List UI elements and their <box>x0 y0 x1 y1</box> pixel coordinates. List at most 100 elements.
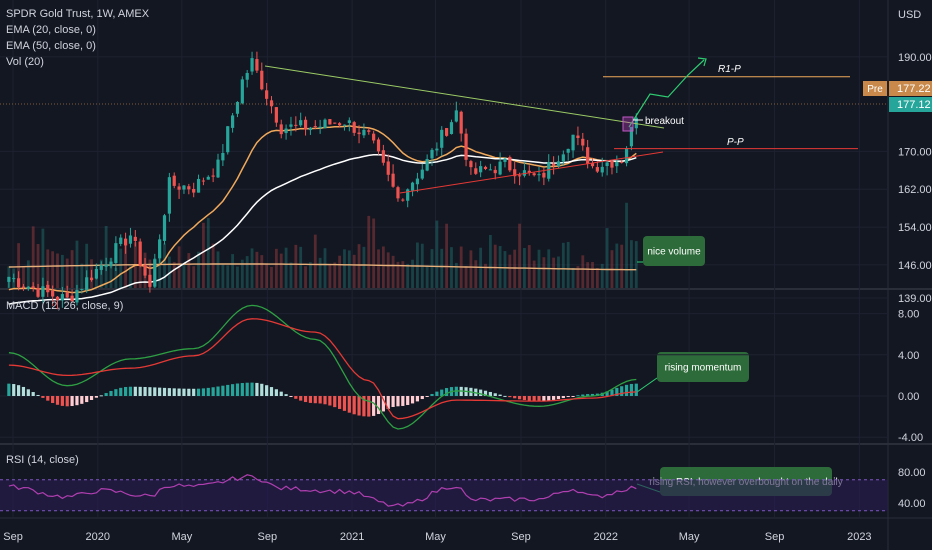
volume-bar <box>304 266 307 288</box>
macd-histogram-bar <box>376 396 381 415</box>
macd-histogram-bar <box>556 396 561 400</box>
volume-bar <box>440 248 444 288</box>
volume-bar <box>391 255 395 288</box>
volume-bar <box>309 262 312 288</box>
pre-tag-label: Pre <box>867 84 883 95</box>
candle-body <box>260 70 264 90</box>
candle-body <box>590 163 595 167</box>
candle-body <box>192 189 196 193</box>
volume-bar <box>464 266 468 288</box>
macd-title[interactable]: MACD (12, 26, close, 9) <box>6 300 124 312</box>
macd-histogram-bar <box>420 396 424 400</box>
macd-histogram-bar <box>70 396 74 407</box>
candle-body <box>133 236 137 241</box>
volume-bar <box>182 264 186 288</box>
candle-body <box>211 175 215 177</box>
macd-histogram-bar <box>89 396 94 400</box>
macd-histogram-bar <box>7 383 11 396</box>
candle-body <box>595 167 599 172</box>
macd-histogram-bar <box>527 396 531 401</box>
volume-bar <box>333 262 337 288</box>
ema20-legend[interactable]: EMA (20, close, 0) <box>6 24 96 36</box>
macd-histogram-bar <box>104 393 108 396</box>
macd-histogram-bar <box>226 384 230 396</box>
macd-histogram-bar <box>615 387 619 396</box>
candle-body <box>508 157 512 171</box>
macd-histogram-bar <box>235 383 240 396</box>
volume-bar <box>221 264 225 288</box>
macd-histogram-bar <box>362 396 366 417</box>
macd-histogram-bar <box>342 396 347 411</box>
candle-body <box>552 163 556 166</box>
vol-legend[interactable]: Vol (20) <box>6 56 44 68</box>
x-tick-label: May <box>171 531 192 543</box>
candle-body <box>459 111 463 134</box>
volume-bar <box>484 263 487 288</box>
candle-body <box>128 235 133 244</box>
macd-histogram-bar <box>381 396 385 412</box>
candle-body <box>328 119 332 125</box>
volume-bar <box>226 265 230 288</box>
candle-body <box>401 199 405 201</box>
volume-bar <box>250 248 254 288</box>
volume-bar <box>634 241 638 288</box>
candle-body <box>615 161 619 167</box>
volume-bar <box>630 240 633 288</box>
x-tick-label: Sep <box>258 531 278 543</box>
macd-histogram-bar <box>410 396 415 404</box>
candle-body <box>337 123 342 126</box>
volume-bar <box>469 250 473 288</box>
lower-trendline <box>399 151 664 194</box>
candle-body <box>576 135 580 139</box>
macd-legend: MACD (12, 26, close, 9) <box>6 298 123 314</box>
macd-histogram-bar <box>328 396 332 406</box>
ema50-legend[interactable]: EMA (50, close, 0) <box>6 40 96 52</box>
volume-bar <box>216 251 220 288</box>
volume-bar <box>425 265 429 288</box>
candle-body <box>65 292 69 298</box>
symbol-title[interactable]: SPDR Gold Trust, 1W, AMEX <box>6 8 150 20</box>
volume-bar <box>318 257 322 288</box>
volume-bar <box>401 261 405 288</box>
volume-bar <box>474 260 478 288</box>
volume-bar <box>508 254 512 288</box>
macd-histogram-bar <box>41 396 45 398</box>
volume-bar <box>416 242 419 288</box>
candle-body <box>396 187 400 199</box>
volume-bar <box>158 251 162 288</box>
candle-body <box>527 170 531 173</box>
macd-histogram-bar <box>279 391 283 396</box>
candle-body <box>333 122 337 124</box>
volume-bar <box>80 263 84 288</box>
candle-body <box>284 128 288 134</box>
candle-body <box>55 296 60 301</box>
macd-histogram <box>7 382 638 417</box>
candle-body <box>420 169 424 179</box>
macd-histogram-bar <box>162 387 167 396</box>
macd-histogram-bar <box>610 389 614 396</box>
candle-body <box>556 161 561 167</box>
macd-histogram-bar <box>508 396 512 398</box>
volume-bar <box>620 244 624 288</box>
macd-histogram-bar <box>347 396 351 413</box>
x-tick-label: May <box>425 531 446 543</box>
macd-histogram-bar <box>143 386 147 396</box>
macd-histogram-bar <box>522 396 527 401</box>
price-tick-label: 162.00 <box>898 184 932 196</box>
candle-body <box>469 161 473 168</box>
macd-histogram-bar <box>260 383 264 396</box>
candle-body <box>323 119 327 129</box>
candle-body <box>60 294 64 301</box>
macd-histogram-bar <box>440 389 444 396</box>
candle-body <box>303 119 308 130</box>
macd-histogram-bar <box>172 388 176 396</box>
rsi-title[interactable]: RSI (14, close) <box>6 454 79 466</box>
macd-histogram-bar <box>128 386 133 396</box>
macd-histogram-bar <box>425 396 429 397</box>
candle-body <box>600 166 604 173</box>
candle-body <box>148 274 152 287</box>
candle-body <box>542 172 546 178</box>
volume-bar <box>396 261 400 288</box>
